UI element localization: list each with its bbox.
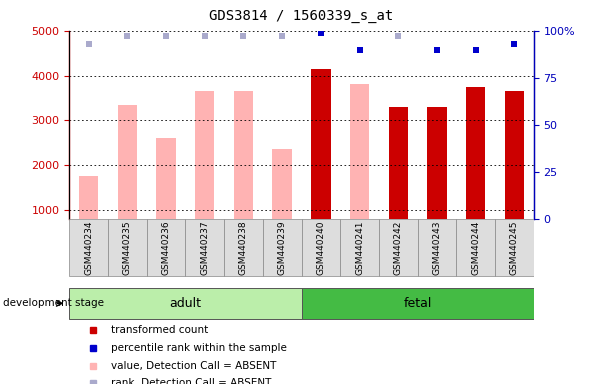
Text: GSM440244: GSM440244: [471, 220, 480, 275]
Text: transformed count: transformed count: [111, 325, 209, 335]
Bar: [302, 288, 534, 319]
Bar: [108, 219, 147, 276]
Text: GSM440238: GSM440238: [239, 220, 248, 275]
Bar: [495, 219, 534, 276]
Bar: [456, 219, 495, 276]
Text: GDS3814 / 1560339_s_at: GDS3814 / 1560339_s_at: [209, 10, 394, 23]
Bar: [79, 176, 98, 219]
Bar: [69, 219, 108, 276]
Text: GSM440234: GSM440234: [84, 220, 93, 275]
Bar: [428, 107, 447, 219]
Bar: [234, 91, 253, 219]
Text: GSM440241: GSM440241: [355, 220, 364, 275]
Text: GSM440237: GSM440237: [200, 220, 209, 275]
Bar: [263, 219, 302, 276]
Text: GSM440242: GSM440242: [394, 220, 403, 275]
Bar: [273, 149, 292, 219]
Text: rank, Detection Call = ABSENT: rank, Detection Call = ABSENT: [111, 378, 271, 384]
Bar: [340, 219, 379, 276]
Bar: [186, 219, 224, 276]
Text: GSM440236: GSM440236: [162, 220, 171, 275]
Bar: [302, 219, 340, 276]
Bar: [147, 219, 186, 276]
Bar: [118, 104, 137, 219]
Text: GSM440243: GSM440243: [432, 220, 441, 275]
Bar: [466, 87, 485, 219]
Bar: [350, 84, 369, 219]
Bar: [505, 91, 524, 219]
Text: fetal: fetal: [403, 297, 432, 310]
Bar: [311, 69, 330, 219]
Text: percentile rank within the sample: percentile rank within the sample: [111, 343, 287, 353]
Text: adult: adult: [169, 297, 201, 310]
Bar: [417, 219, 456, 276]
Text: value, Detection Call = ABSENT: value, Detection Call = ABSENT: [111, 361, 277, 371]
Text: development stage: development stage: [3, 298, 104, 308]
Bar: [69, 288, 302, 319]
Bar: [224, 219, 263, 276]
Text: GSM440235: GSM440235: [123, 220, 132, 275]
Bar: [195, 91, 215, 219]
Text: GSM440239: GSM440239: [277, 220, 286, 275]
Bar: [388, 107, 408, 219]
Text: GSM440240: GSM440240: [317, 220, 326, 275]
Text: GSM440245: GSM440245: [510, 220, 519, 275]
Bar: [379, 219, 417, 276]
Bar: [156, 138, 175, 219]
